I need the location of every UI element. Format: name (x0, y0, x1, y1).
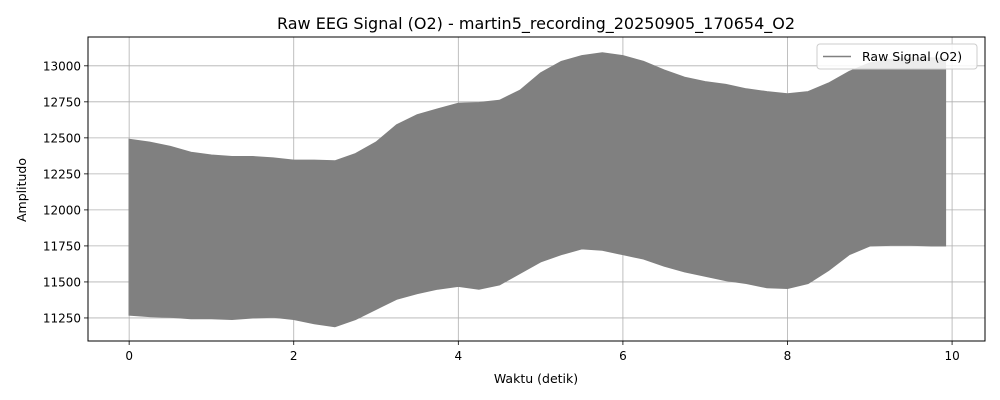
series-layer (128, 52, 947, 328)
y-tick-label: 11750 (43, 239, 81, 253)
signal-envelope (128, 52, 947, 328)
x-tick-label: 0 (125, 349, 133, 363)
y-axis: 11250 11500 11750 12000 12250 12500 12750 13000 (43, 59, 88, 325)
legend-box (816, 43, 978, 70)
legend: Raw Signal (O2) (816, 43, 978, 70)
x-axis-label: Waktu (detik) (494, 371, 578, 386)
y-tick-label: 12750 (43, 95, 81, 109)
y-tick-label: 11500 (43, 275, 81, 289)
x-axis: 0 2 4 6 8 10 (125, 341, 960, 363)
x-tick-label: 2 (290, 349, 298, 363)
legend-label: Raw Signal (O2) (862, 49, 962, 64)
x-tick-label: 8 (784, 349, 792, 363)
x-tick-label: 10 (944, 349, 959, 363)
y-tick-label: 12000 (43, 203, 81, 217)
y-tick-label: 13000 (43, 59, 81, 73)
x-tick-label: 4 (455, 349, 463, 363)
plot-frame (87, 36, 986, 342)
y-tick-label: 12500 (43, 131, 81, 145)
x-tick-label: 6 (619, 349, 627, 363)
y-axis-label: Amplitudo (14, 158, 29, 222)
y-tick-label: 12250 (43, 167, 81, 181)
y-tick-label: 11250 (43, 311, 81, 325)
chart-title: Raw EEG Signal (O2) - martin5_recording_… (277, 14, 795, 34)
